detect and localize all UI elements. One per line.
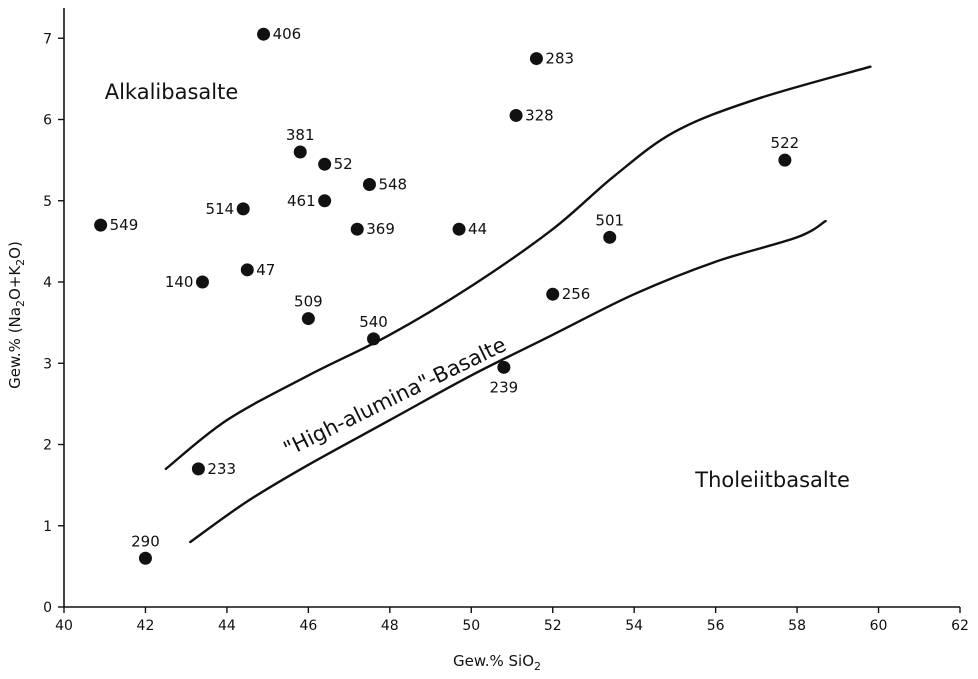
boundary-curves xyxy=(164,65,872,544)
y-tick-label: 3 xyxy=(43,356,52,372)
point-label: 283 xyxy=(545,50,574,68)
point-label: 233 xyxy=(207,460,236,478)
point-label: 548 xyxy=(378,176,407,194)
x-axis-title: Gew.% SiO2 xyxy=(453,652,541,673)
x-tick-label: 44 xyxy=(218,618,236,634)
x-tick-label: 48 xyxy=(381,618,399,634)
point-label: 256 xyxy=(562,285,591,303)
region-label: "High-alumina"-Basalte xyxy=(280,332,510,461)
point-label: 328 xyxy=(525,106,554,124)
data-point xyxy=(318,194,332,208)
data-point xyxy=(367,332,381,346)
x-tick-label: 58 xyxy=(788,618,806,634)
data-point xyxy=(509,108,523,122)
point-label: 290 xyxy=(131,532,160,550)
x-tick-label: 56 xyxy=(707,618,725,634)
data-point xyxy=(778,153,792,167)
point-label: 509 xyxy=(294,293,323,311)
point-label: 52 xyxy=(334,155,353,173)
data-point xyxy=(318,157,332,171)
data-point xyxy=(236,202,250,216)
point-label: 47 xyxy=(256,261,275,279)
data-point xyxy=(529,52,543,66)
x-tick-label: 54 xyxy=(625,618,643,634)
region-label: Tholeiitbasalte xyxy=(694,468,850,492)
x-tick-label: 50 xyxy=(462,618,480,634)
y-tick-label: 2 xyxy=(43,438,52,454)
y-tick-label: 6 xyxy=(43,113,52,129)
data-points: 406 283 328 381 52 548 461 514 549 369 44 501 47 140 2… xyxy=(94,25,799,565)
y-tick-label: 1 xyxy=(43,519,52,535)
y-tick-label: 4 xyxy=(43,275,52,291)
point-label: 522 xyxy=(771,134,800,152)
data-point xyxy=(603,230,617,244)
point-label: 369 xyxy=(366,220,395,238)
y-axis-title: Gew.% (Na2O+K2O) xyxy=(6,241,27,389)
data-point xyxy=(94,218,108,232)
point-label: 140 xyxy=(165,273,194,291)
data-point xyxy=(240,263,254,277)
data-point xyxy=(497,360,511,374)
x-tick-label: 42 xyxy=(137,618,155,634)
point-label: 381 xyxy=(286,126,315,144)
y-tick-label: 0 xyxy=(43,600,52,616)
point-label: 406 xyxy=(273,25,302,43)
x-tick-label: 40 xyxy=(55,618,73,634)
data-point xyxy=(350,222,364,236)
point-label: 501 xyxy=(595,211,624,229)
data-point xyxy=(362,178,376,191)
data-point xyxy=(301,312,315,326)
y-tick-label: 7 xyxy=(43,31,52,47)
x-tick-label: 52 xyxy=(544,618,562,634)
x-tick-label: 60 xyxy=(870,618,888,634)
point-label: 540 xyxy=(359,313,388,331)
data-point xyxy=(195,275,209,289)
data-point xyxy=(293,145,307,159)
y-tick-label: 5 xyxy=(43,194,52,210)
point-label: 44 xyxy=(468,220,487,238)
x-tick-label: 62 xyxy=(951,618,969,634)
point-label: 549 xyxy=(110,216,139,234)
point-label: 239 xyxy=(490,378,519,396)
region-label: Alkalibasalte xyxy=(105,80,239,104)
data-point xyxy=(191,462,205,476)
point-label: 514 xyxy=(206,200,235,218)
data-point xyxy=(138,551,152,565)
region-labels: Alkalibasalte "High-alumina"-Basalte Thole… xyxy=(105,80,850,492)
data-point xyxy=(546,287,560,301)
point-label: 461 xyxy=(287,192,316,210)
x-tick-label: 46 xyxy=(299,618,317,634)
boundary-curve-upper xyxy=(164,65,872,471)
boundary-curve-lower xyxy=(189,219,827,544)
data-point xyxy=(452,222,466,236)
data-point xyxy=(257,27,271,41)
